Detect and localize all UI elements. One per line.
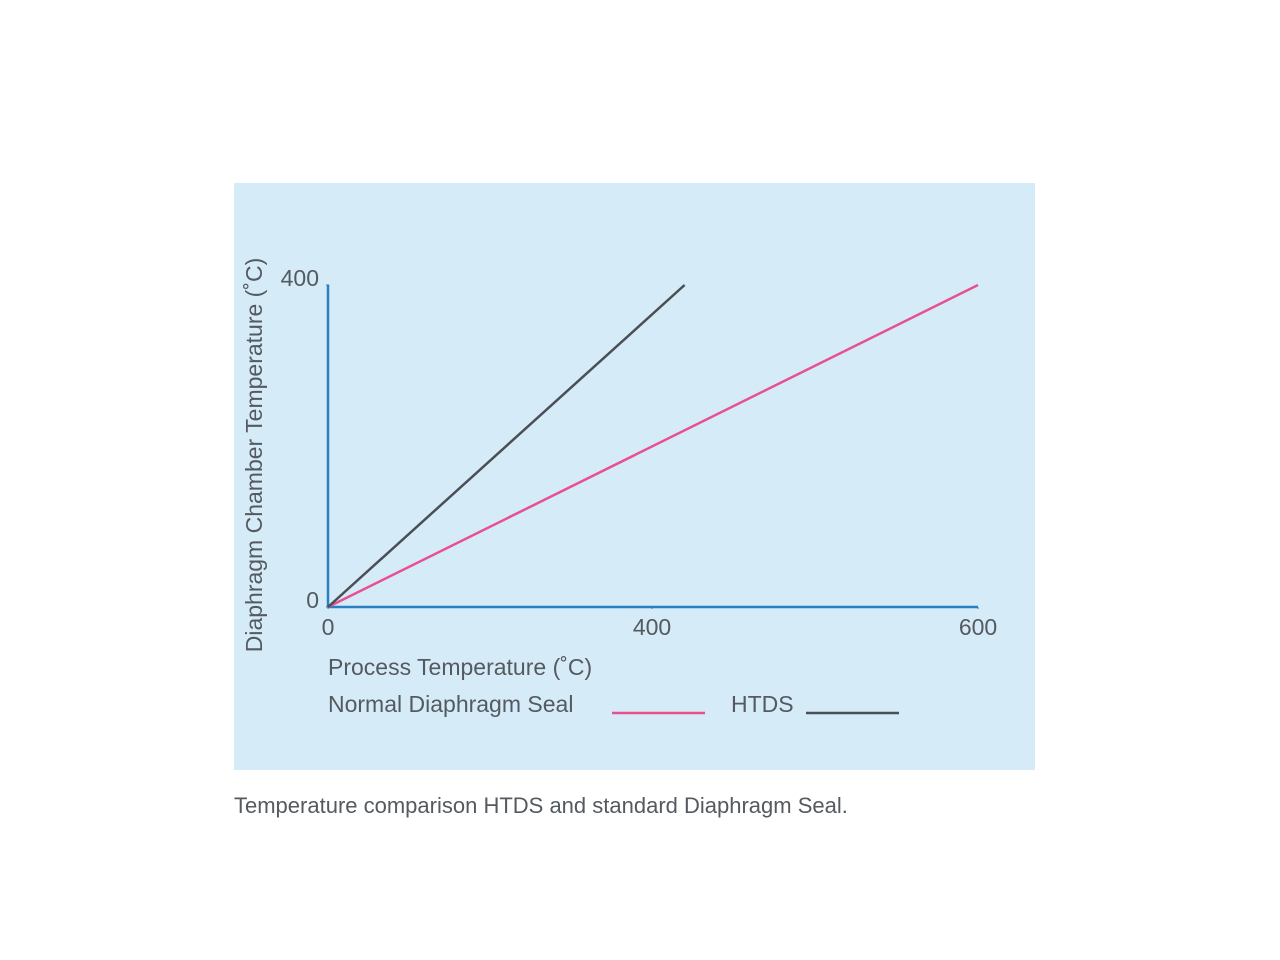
x-tick-label: 0 — [322, 614, 335, 640]
y-axis-label: Diaphragm Chamber Temperature (˚C) — [241, 258, 267, 653]
legend-label: HTDS — [731, 691, 794, 717]
x-tick-label: 600 — [959, 614, 997, 640]
y-tick-label: 400 — [281, 265, 319, 291]
series-line — [327, 284, 686, 608]
legend-label: Normal Diaphragm Seal — [328, 691, 573, 717]
x-axis-label: Process Temperature (˚C) — [328, 654, 592, 680]
series-line — [327, 283, 979, 609]
chart-background — [234, 183, 1035, 770]
y-tick-label: 0 — [306, 587, 319, 613]
caption: Temperature comparison HTDS and standard… — [234, 793, 848, 818]
x-tick-label: 400 — [633, 614, 671, 640]
